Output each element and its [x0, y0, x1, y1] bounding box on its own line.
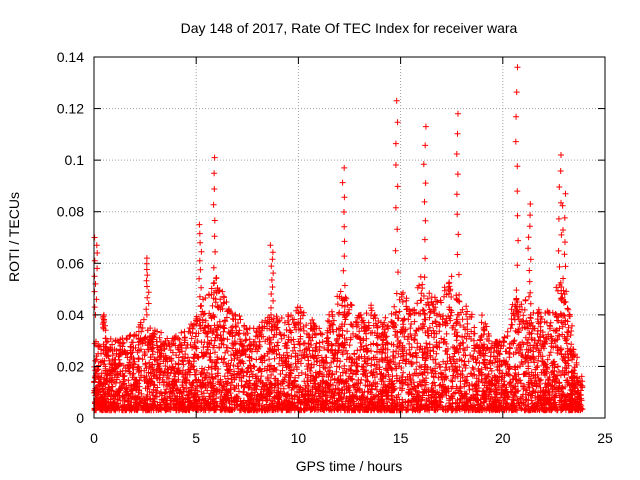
y-tick-label: 0.06 [57, 255, 84, 271]
y-tick-label: 0.12 [57, 101, 84, 117]
y-tick-label: 0.02 [57, 358, 84, 374]
scatter-point [392, 97, 401, 318]
plot-frame [93, 56, 606, 419]
x-tick-label: 5 [192, 430, 200, 446]
scatter-point [453, 110, 463, 318]
x-tick-label: 0 [90, 430, 98, 446]
y-axis-label: ROTI / TECUs [6, 192, 22, 282]
y-tick-label: 0.14 [57, 49, 84, 65]
scatter-point [210, 154, 219, 318]
x-tick-label: 15 [393, 430, 409, 446]
y-tick-label: 0.08 [57, 204, 84, 220]
x-tick-label: 20 [495, 430, 511, 446]
axis-ticks: 0 5 10 15 20 25 0 0.02 0.04 0.06 0.08 0.1 0.12 0.14 [57, 49, 613, 446]
scatter-point [512, 64, 522, 318]
scatter-point [267, 242, 277, 318]
scatter-point [143, 255, 152, 318]
x-tick-label: 10 [291, 430, 307, 446]
y-tick-label: 0.04 [57, 307, 84, 323]
x-axis-label: GPS time / hours [296, 458, 403, 474]
y-tick-label: 0 [76, 410, 84, 426]
scatter-point [420, 123, 429, 318]
scatter-point [196, 221, 205, 318]
chart-title: Day 148 of 2017, Rate Of TEC Index for r… [181, 20, 518, 36]
scatter-point [99, 311, 109, 334]
y-tick-label: 0.1 [65, 152, 85, 168]
data-points [91, 64, 586, 414]
grid-lines [94, 57, 605, 418]
scatter-cloud [91, 273, 586, 414]
scatter-point [525, 201, 534, 318]
scatter-point [339, 164, 348, 318]
scatter-point [559, 190, 569, 318]
x-tick-label: 25 [597, 430, 613, 446]
